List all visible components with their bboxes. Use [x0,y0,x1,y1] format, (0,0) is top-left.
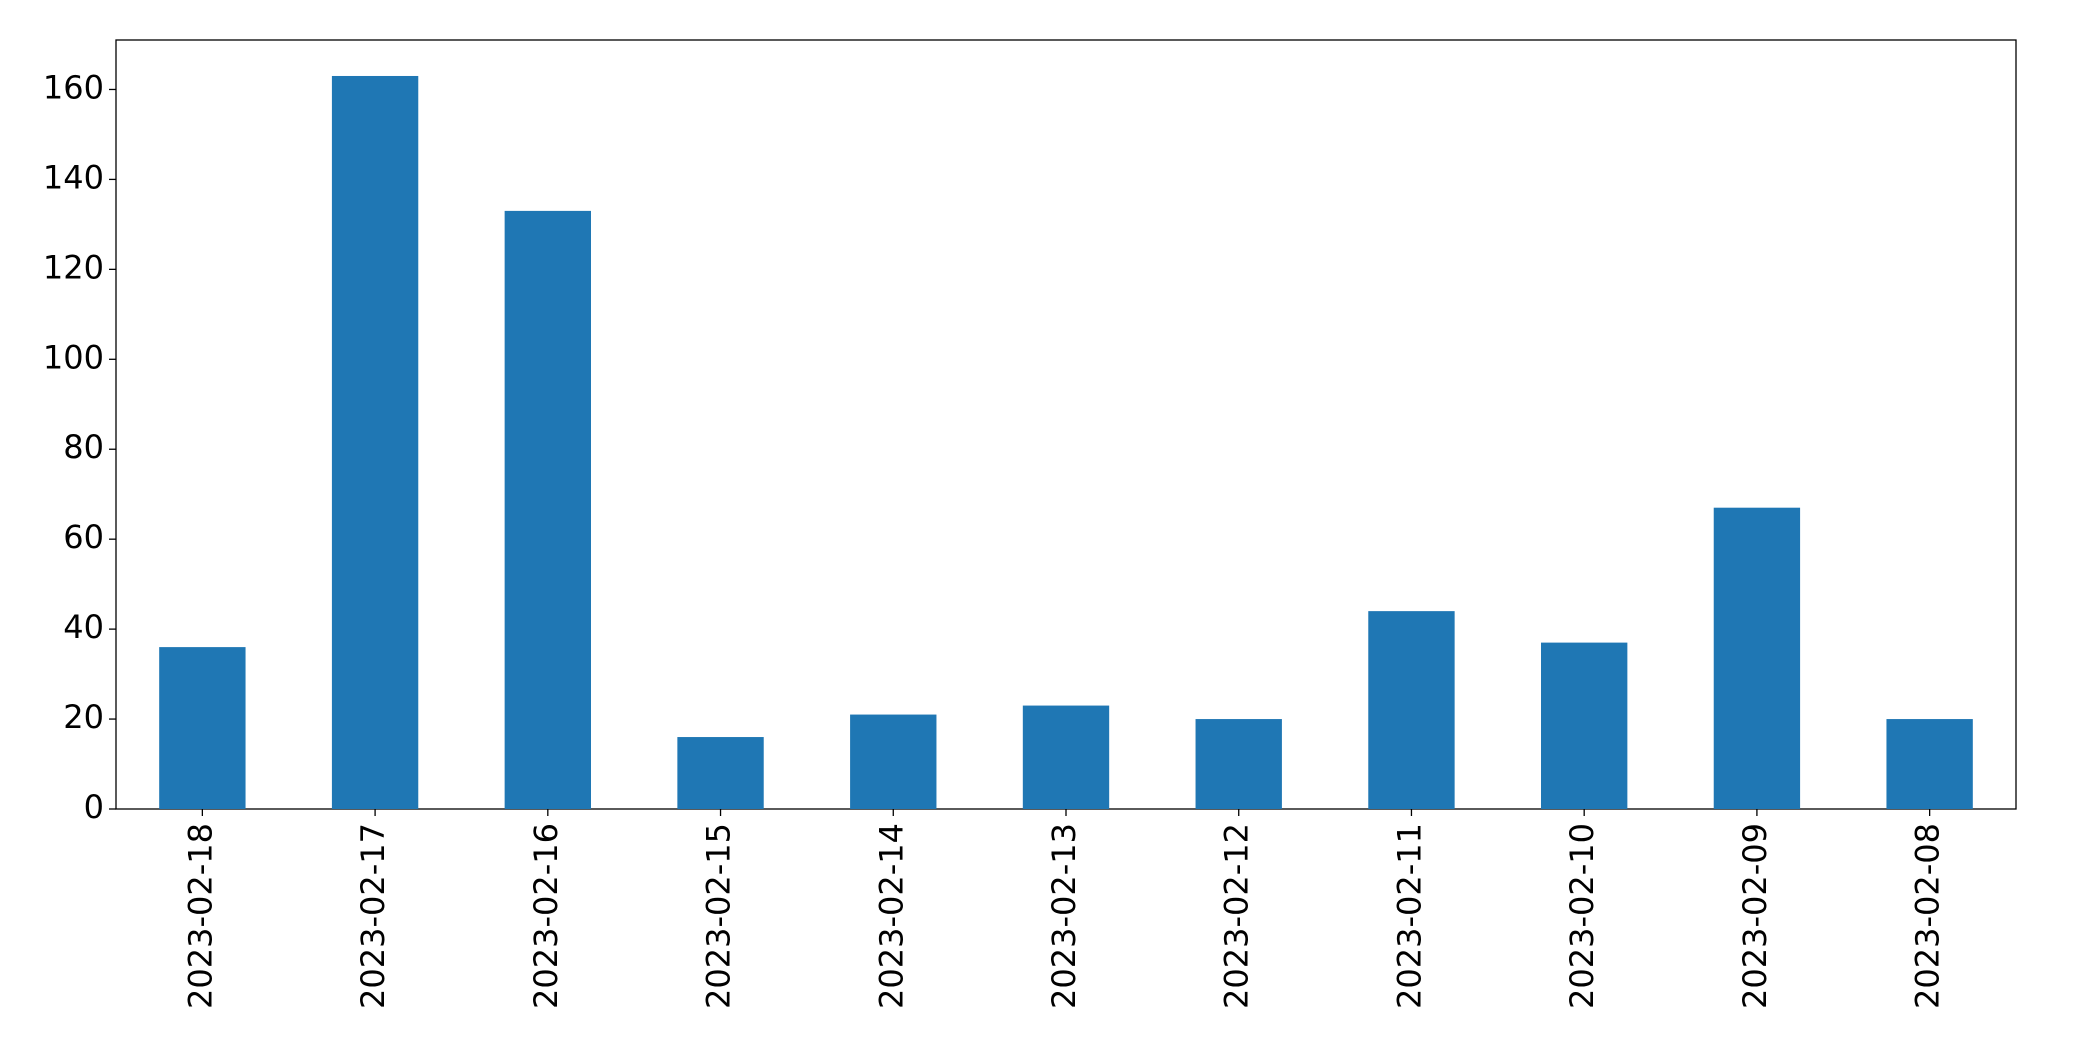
bar [159,647,246,809]
bar [677,737,764,809]
x-tick-label: 2023-02-13 [1045,823,1083,1009]
x-tick-label: 2023-02-15 [700,823,738,1009]
x-tick-label: 2023-02-14 [872,823,910,1009]
y-tick-label: 80 [63,428,104,466]
x-tick-label: 2023-02-10 [1563,823,1601,1009]
x-tick-label: 2023-02-11 [1390,823,1428,1009]
x-tick-label: 2023-02-18 [181,823,219,1009]
bar [504,210,591,809]
x-tick-label: 2023-02-16 [527,823,565,1009]
bar [1368,611,1455,809]
y-tick-label: 0 [84,788,104,826]
bar [1195,719,1282,809]
y-tick-label: 120 [43,248,104,286]
y-tick-label: 40 [63,608,104,646]
y-tick-label: 100 [43,338,104,376]
bar [1713,507,1801,809]
bar [331,75,419,809]
bar [1541,642,1628,809]
y-tick-label: 160 [43,68,104,106]
y-tick-label: 20 [63,698,104,736]
x-tick-label: 2023-02-08 [1909,823,1947,1009]
bar [1022,705,1110,809]
bar [1886,719,1973,809]
x-tick-label: 2023-02-17 [354,823,392,1009]
x-tick-label: 2023-02-12 [1218,823,1256,1009]
bar [850,714,937,809]
y-tick-label: 140 [43,158,104,196]
y-tick-label: 60 [63,518,104,556]
x-tick-label: 2023-02-09 [1736,823,1774,1009]
